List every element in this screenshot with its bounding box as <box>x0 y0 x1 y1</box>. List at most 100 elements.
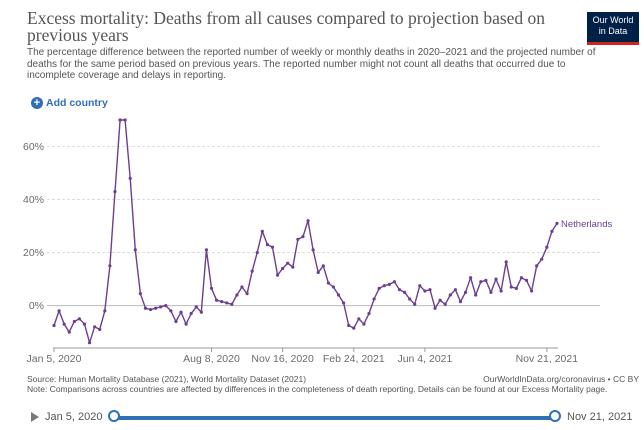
add-country-label: Add country <box>46 97 108 109</box>
data-point <box>479 280 483 284</box>
data-point <box>255 250 259 255</box>
timeline-start-label: Jan 5, 2020 <box>45 411 103 423</box>
data-point <box>555 221 559 225</box>
data-point <box>184 322 188 326</box>
data-point <box>357 317 361 321</box>
data-point <box>189 311 193 316</box>
data-point <box>336 293 341 297</box>
data-point <box>108 264 112 268</box>
data-point <box>123 118 127 122</box>
data-point <box>484 278 488 282</box>
data-point <box>230 302 234 306</box>
data-point <box>174 319 178 324</box>
data-point <box>270 245 275 249</box>
timeline-end-label: Nov 21, 2021 <box>567 411 633 423</box>
data-point <box>519 276 524 280</box>
chart-subtitle: The percentage difference between the re… <box>27 47 596 81</box>
data-point <box>316 270 320 275</box>
data-point <box>443 302 447 306</box>
data-point <box>159 305 163 309</box>
data-point <box>204 248 209 252</box>
data-point <box>77 317 82 321</box>
data-point <box>52 323 56 328</box>
data-point <box>448 293 452 297</box>
data-point <box>418 284 422 288</box>
x-tick-label: Jun 4, 2021 <box>397 353 452 365</box>
data-point <box>179 310 183 314</box>
data-point <box>225 301 229 305</box>
x-tick-label: Nov 21, 2021 <box>516 353 579 365</box>
add-country-button[interactable]: + Add country <box>31 97 108 109</box>
logo-line-2: in Data <box>598 26 628 36</box>
data-point <box>347 323 351 328</box>
data-point <box>113 189 117 194</box>
data-point <box>413 302 417 306</box>
owid-logo[interactable]: Our World in Data <box>587 12 639 45</box>
data-point <box>214 298 219 302</box>
data-point <box>382 284 386 288</box>
data-point <box>321 264 325 268</box>
chart-title: Excess mortality: Deaths from all causes… <box>27 8 546 45</box>
data-point <box>550 229 554 233</box>
logo-line-1: Our World <box>592 15 634 25</box>
data-point <box>494 277 498 281</box>
chart-footer: Source: Human Mortality Database (2021),… <box>27 374 642 394</box>
data-point <box>220 300 224 304</box>
data-point <box>408 297 412 301</box>
y-tick-label: 20% <box>23 247 44 259</box>
data-point <box>423 289 427 293</box>
timeline-end-handle[interactable] <box>549 410 561 422</box>
data-point <box>82 322 87 326</box>
data-point <box>128 176 132 180</box>
data-point <box>524 278 529 282</box>
y-tick-label: 0% <box>29 300 44 312</box>
data-point <box>143 306 148 310</box>
data-point <box>209 286 214 290</box>
timeline-slider[interactable]: Jan 5, 2020 Nov 21, 2021 <box>0 405 644 430</box>
data-point <box>367 311 371 316</box>
source-text: Source: Human Mortality Database (2021),… <box>27 374 307 384</box>
data-point <box>326 281 330 285</box>
timeline-start-handle[interactable] <box>108 410 120 422</box>
data-point <box>138 292 142 296</box>
source-link[interactable]: OurWorldInData.org/coronavirus • CC BY <box>483 374 639 384</box>
data-point <box>402 290 407 294</box>
data-point <box>428 288 432 292</box>
data-point <box>331 285 336 289</box>
data-point <box>87 341 92 345</box>
data-point <box>377 286 381 290</box>
data-point <box>154 306 158 310</box>
data-point <box>474 293 478 297</box>
axis-layer: 0% 20% 40% 60% Jan 5, 2020 Aug 8, 2020 Nov 16,… <box>23 141 578 365</box>
data-point <box>296 237 300 241</box>
data-point <box>93 325 97 329</box>
data-point <box>372 297 376 301</box>
x-tick-label: Jan 5, 2020 <box>27 353 82 365</box>
series-layer: Netherlands <box>52 118 612 345</box>
play-icon[interactable] <box>31 412 39 422</box>
plus-circle-icon: + <box>31 97 43 109</box>
y-tick-label: 40% <box>23 194 44 206</box>
data-point <box>133 248 137 252</box>
data-point <box>499 289 503 293</box>
data-point <box>489 290 493 294</box>
x-tick-label: Feb 24, 2021 <box>323 353 385 365</box>
data-point <box>509 285 513 289</box>
data-point <box>250 269 254 273</box>
data-point <box>103 309 107 313</box>
data-point <box>453 288 457 292</box>
data-point <box>57 309 61 313</box>
data-point <box>67 330 71 334</box>
data-point <box>545 245 549 249</box>
data-point <box>169 309 173 313</box>
data-point <box>306 219 310 223</box>
data-point <box>433 306 437 310</box>
data-point <box>458 300 463 304</box>
data-point <box>245 292 249 296</box>
series-line-netherlands <box>53 119 558 344</box>
data-point <box>514 286 518 290</box>
timeline-track[interactable] <box>114 416 555 420</box>
data-point <box>504 260 508 264</box>
data-point <box>265 243 269 247</box>
data-point <box>235 293 239 297</box>
